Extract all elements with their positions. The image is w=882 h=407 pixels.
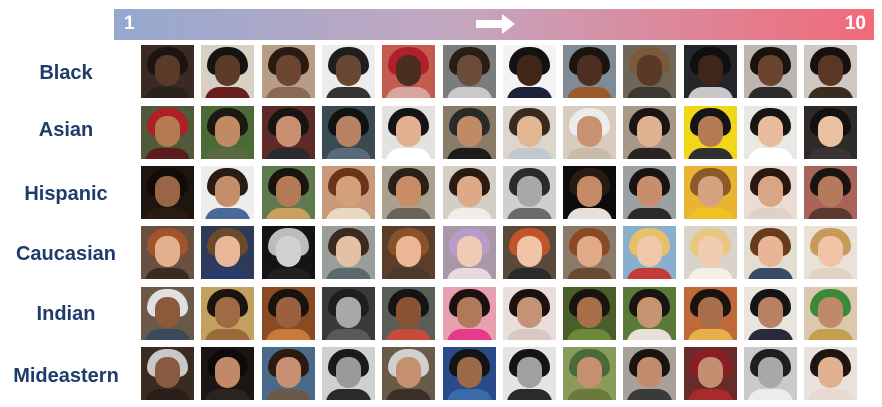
face-photo	[684, 347, 737, 400]
face-photo	[623, 106, 676, 159]
face-photo	[201, 166, 254, 219]
face-photo	[804, 287, 857, 340]
row-label-indian: Indian	[36, 303, 96, 325]
photo-row-caucasian	[141, 226, 861, 281]
row-label-mideastern: Mideastern	[13, 365, 119, 387]
face-photo	[684, 226, 737, 279]
face-photo	[322, 166, 375, 219]
row-label-hispanic: Hispanic	[24, 183, 108, 205]
photo-row-indian	[141, 287, 861, 342]
scale-max-label: 10	[844, 13, 866, 34]
face-photo	[563, 166, 616, 219]
face-photo	[201, 45, 254, 98]
scale-bar: 1 10	[114, 9, 874, 40]
face-photo	[443, 166, 496, 219]
face-photo	[744, 287, 797, 340]
face-photo	[141, 226, 194, 279]
face-photo	[322, 45, 375, 98]
face-photo	[262, 166, 315, 219]
face-photo	[443, 226, 496, 279]
photo-row-hispanic	[141, 166, 861, 221]
face-photo	[503, 45, 556, 98]
face-photo	[804, 45, 857, 98]
face-photo	[744, 166, 797, 219]
face-photo	[623, 226, 676, 279]
face-photo	[141, 287, 194, 340]
face-photo	[443, 287, 496, 340]
photo-row-black	[141, 45, 861, 100]
face-photo	[563, 287, 616, 340]
row-label-caucasian: Caucasian	[15, 243, 117, 265]
face-photo	[563, 347, 616, 400]
photo-row-asian	[141, 106, 861, 161]
face-photo	[623, 347, 676, 400]
face-photo	[744, 106, 797, 159]
face-photo	[443, 106, 496, 159]
face-photo	[201, 347, 254, 400]
face-photo	[684, 45, 737, 98]
face-photo	[503, 287, 556, 340]
photo-row-mideastern	[141, 347, 861, 402]
face-photo	[563, 106, 616, 159]
face-photo	[262, 347, 315, 400]
row-label-asian: Asian	[38, 119, 94, 141]
face-photo	[744, 45, 797, 98]
face-photo	[503, 166, 556, 219]
face-photo	[503, 347, 556, 400]
face-photo	[503, 106, 556, 159]
face-photo	[443, 45, 496, 98]
face-photo	[141, 166, 194, 219]
row-label-black: Black	[39, 62, 93, 84]
scale-min-label: 1	[124, 13, 135, 34]
face-photo	[623, 45, 676, 98]
face-photo	[141, 106, 194, 159]
face-photo	[804, 106, 857, 159]
face-photo	[382, 226, 435, 279]
face-photo	[322, 287, 375, 340]
face-photo	[804, 347, 857, 400]
face-photo	[684, 166, 737, 219]
face-photo	[322, 347, 375, 400]
face-photo	[201, 106, 254, 159]
face-photo	[623, 166, 676, 219]
face-photo	[382, 45, 435, 98]
face-photo	[744, 347, 797, 400]
face-photo	[563, 226, 616, 279]
face-photo	[804, 166, 857, 219]
face-photo	[443, 347, 496, 400]
face-photo	[141, 45, 194, 98]
face-photo	[322, 226, 375, 279]
face-photo	[201, 226, 254, 279]
face-photo	[141, 347, 194, 400]
right-arrow-icon	[476, 14, 515, 34]
face-photo	[262, 226, 315, 279]
face-photo	[623, 287, 676, 340]
face-photo	[684, 287, 737, 340]
face-photo	[503, 226, 556, 279]
face-photo	[262, 287, 315, 340]
face-photo	[382, 347, 435, 400]
face-photo	[262, 106, 315, 159]
face-photo	[382, 106, 435, 159]
face-photo	[563, 45, 616, 98]
face-photo	[201, 287, 254, 340]
face-photo	[322, 106, 375, 159]
face-photo	[684, 106, 737, 159]
face-photo	[262, 45, 315, 98]
face-photo	[382, 166, 435, 219]
face-photo	[804, 226, 857, 279]
face-photo	[382, 287, 435, 340]
face-photo	[744, 226, 797, 279]
